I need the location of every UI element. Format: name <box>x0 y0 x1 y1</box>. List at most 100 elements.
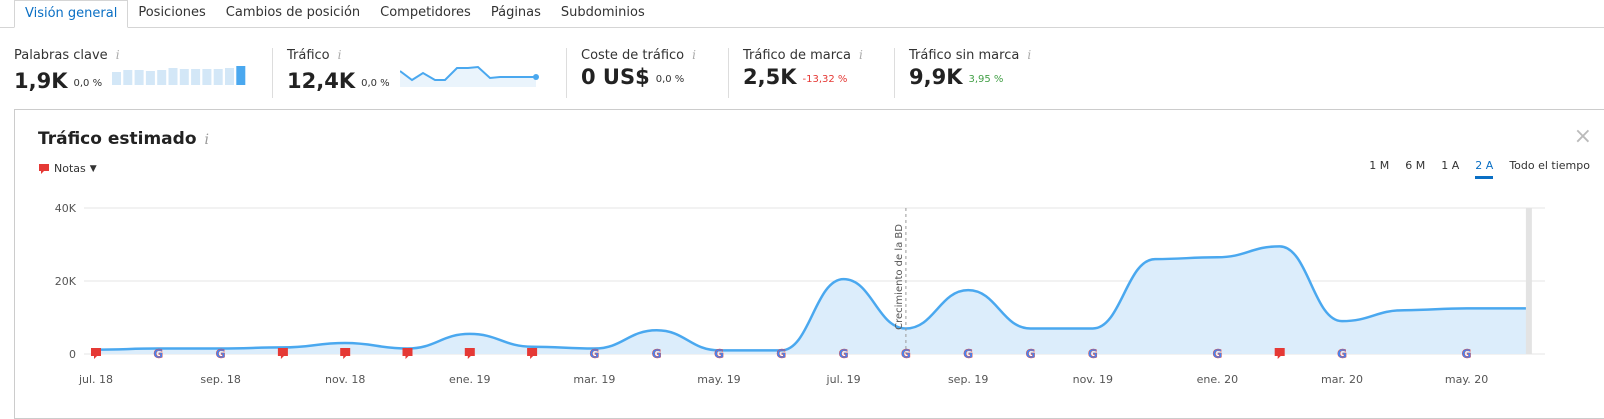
metric-change: 3,95 % <box>968 74 1004 85</box>
metric-change: 0,0 % <box>655 74 685 85</box>
sparkline <box>112 65 248 91</box>
note-marker-icon[interactable] <box>402 348 413 359</box>
metric-label: Coste de tráfico i <box>581 48 714 63</box>
metric-change: -13,32 % <box>802 74 848 85</box>
range-4[interactable]: Todo el tiempo <box>1509 159 1590 172</box>
spark-bar <box>202 69 212 85</box>
tab-bar: Visión general Posiciones Cambios de posic… <box>0 0 1604 28</box>
metric-label-text: Tráfico <box>287 48 330 63</box>
google-update-icon[interactable]: G <box>901 347 911 361</box>
x-tick-label: sep. 18 <box>200 373 240 386</box>
metrics-bar: Palabras clave i 1,9K 0,0 % Tráfico i 12,4K 0… <box>0 48 1054 98</box>
spark-bar <box>213 69 223 85</box>
metric-4[interactable]: Tráfico sin marca i 9,9K 3,95 % <box>894 48 1054 98</box>
google-update-icon[interactable]: G <box>1461 347 1472 361</box>
google-update-icon[interactable]: G <box>838 347 849 361</box>
metric-change: 0,0 % <box>73 78 103 89</box>
metric-value: 2,5K <box>743 65 797 89</box>
google-update-icon[interactable]: G <box>776 347 786 361</box>
tab-2[interactable]: Cambios de posición <box>225 5 361 20</box>
range-2[interactable]: 1 A <box>1441 159 1460 172</box>
note-marker-icon[interactable] <box>91 348 101 359</box>
info-icon[interactable]: i <box>115 48 120 62</box>
spark-bar <box>134 70 144 85</box>
google-update-icon[interactable]: G <box>1088 347 1098 361</box>
metric-2[interactable]: Coste de tráfico i 0 US$ 0,0 % <box>566 48 728 98</box>
info-icon[interactable]: i <box>1027 48 1032 62</box>
spark-bar <box>145 71 155 85</box>
close-icon[interactable]: × <box>1573 124 1592 149</box>
chevron-down-icon: ▼ <box>89 163 97 174</box>
tab-5[interactable]: Subdominios <box>560 5 645 20</box>
panel-title: Tráfico estimado i <box>38 129 209 149</box>
google-update-icon[interactable]: G <box>963 347 973 361</box>
info-icon[interactable]: i <box>337 48 342 62</box>
sparkline <box>399 65 542 91</box>
tab-3[interactable]: Competidores <box>380 5 471 20</box>
x-tick-label: mar. 20 <box>1321 373 1363 386</box>
x-tick-label: ene. 19 <box>449 373 491 386</box>
note-marker-icon[interactable] <box>1274 348 1285 359</box>
x-tick-label: mar. 19 <box>573 373 615 386</box>
range-3[interactable]: 2 A <box>1475 159 1494 179</box>
spark-bar <box>236 66 246 85</box>
google-update-icon[interactable]: G <box>652 347 662 361</box>
metric-change: 0,0 % <box>361 78 390 89</box>
info-icon[interactable]: i <box>858 48 863 62</box>
spark-point <box>532 74 539 80</box>
info-icon[interactable]: i <box>204 132 209 148</box>
spark-bar <box>179 69 189 85</box>
note-marker-icon[interactable] <box>277 348 288 359</box>
spark-line <box>399 65 536 82</box>
tab-0[interactable]: Visión general <box>14 0 129 28</box>
spark-area <box>399 67 536 87</box>
y-tick-label: 20K <box>55 275 77 288</box>
spark-bar <box>191 69 201 85</box>
scroll-handle[interactable] <box>1525 208 1532 354</box>
metric-label: Palabras clave i <box>14 48 258 63</box>
x-tick-label: ene. 20 <box>1197 373 1239 386</box>
metric-0[interactable]: Palabras clave i 1,9K 0,0 % <box>0 48 272 98</box>
metric-value: 0 US$ <box>581 65 650 89</box>
spark-bar <box>112 72 122 85</box>
info-icon[interactable]: i <box>692 48 696 62</box>
metric-3[interactable]: Tráfico de marca i 2,5K -13,32 % <box>728 48 894 98</box>
panel-title-text: Tráfico estimado <box>38 129 197 149</box>
note-marker-icon[interactable] <box>340 348 351 359</box>
spark-bar <box>225 68 235 85</box>
google-update-icon[interactable]: G <box>589 347 599 361</box>
annotation-label: Crecimiento de la BD <box>894 224 905 330</box>
note-marker-icon[interactable] <box>527 348 538 359</box>
note-marker-icon[interactable] <box>464 348 475 359</box>
metric-label-text: Palabras clave <box>14 48 108 63</box>
google-update-icon[interactable]: G <box>215 347 226 361</box>
range-1[interactable]: 6 M <box>1405 159 1426 172</box>
range-selector: 1 M 6 M 1 A 2 A Todo el tiempo <box>1369 159 1590 179</box>
tab-4[interactable]: Páginas <box>490 5 541 20</box>
metric-label: Tráfico i <box>287 48 552 63</box>
metric-value: 12,4K <box>287 69 356 93</box>
google-update-icon[interactable]: G <box>714 347 724 361</box>
metric-label: Tráfico de marca i <box>743 48 880 63</box>
google-update-icon[interactable]: G <box>1212 347 1222 361</box>
google-update-icon[interactable]: G <box>1025 347 1036 361</box>
traffic-area <box>96 246 1529 354</box>
range-0[interactable]: 1 M <box>1369 159 1390 172</box>
x-tick-label: sep. 19 <box>948 373 988 386</box>
google-update-icon[interactable]: G <box>153 347 163 361</box>
x-tick-label: nov. 19 <box>1073 373 1113 386</box>
tab-1[interactable]: Posiciones <box>138 5 206 20</box>
spark-bar <box>123 70 133 85</box>
x-tick-label: may. 20 <box>1445 373 1488 386</box>
google-update-icon[interactable]: G <box>1337 347 1347 361</box>
metric-1[interactable]: Tráfico i 12,4K 0,0 % <box>272 48 566 98</box>
metric-value: 9,9K <box>909 65 963 89</box>
metric-value: 1,9K <box>14 69 68 93</box>
x-tick-label: nov. 18 <box>325 373 365 386</box>
spark-bar <box>157 70 167 85</box>
notes-dropdown[interactable]: Notas ▼ <box>38 162 97 175</box>
y-tick-label: 0 <box>69 348 76 361</box>
traffic-line <box>95 245 1529 352</box>
spark-bar <box>168 68 178 85</box>
